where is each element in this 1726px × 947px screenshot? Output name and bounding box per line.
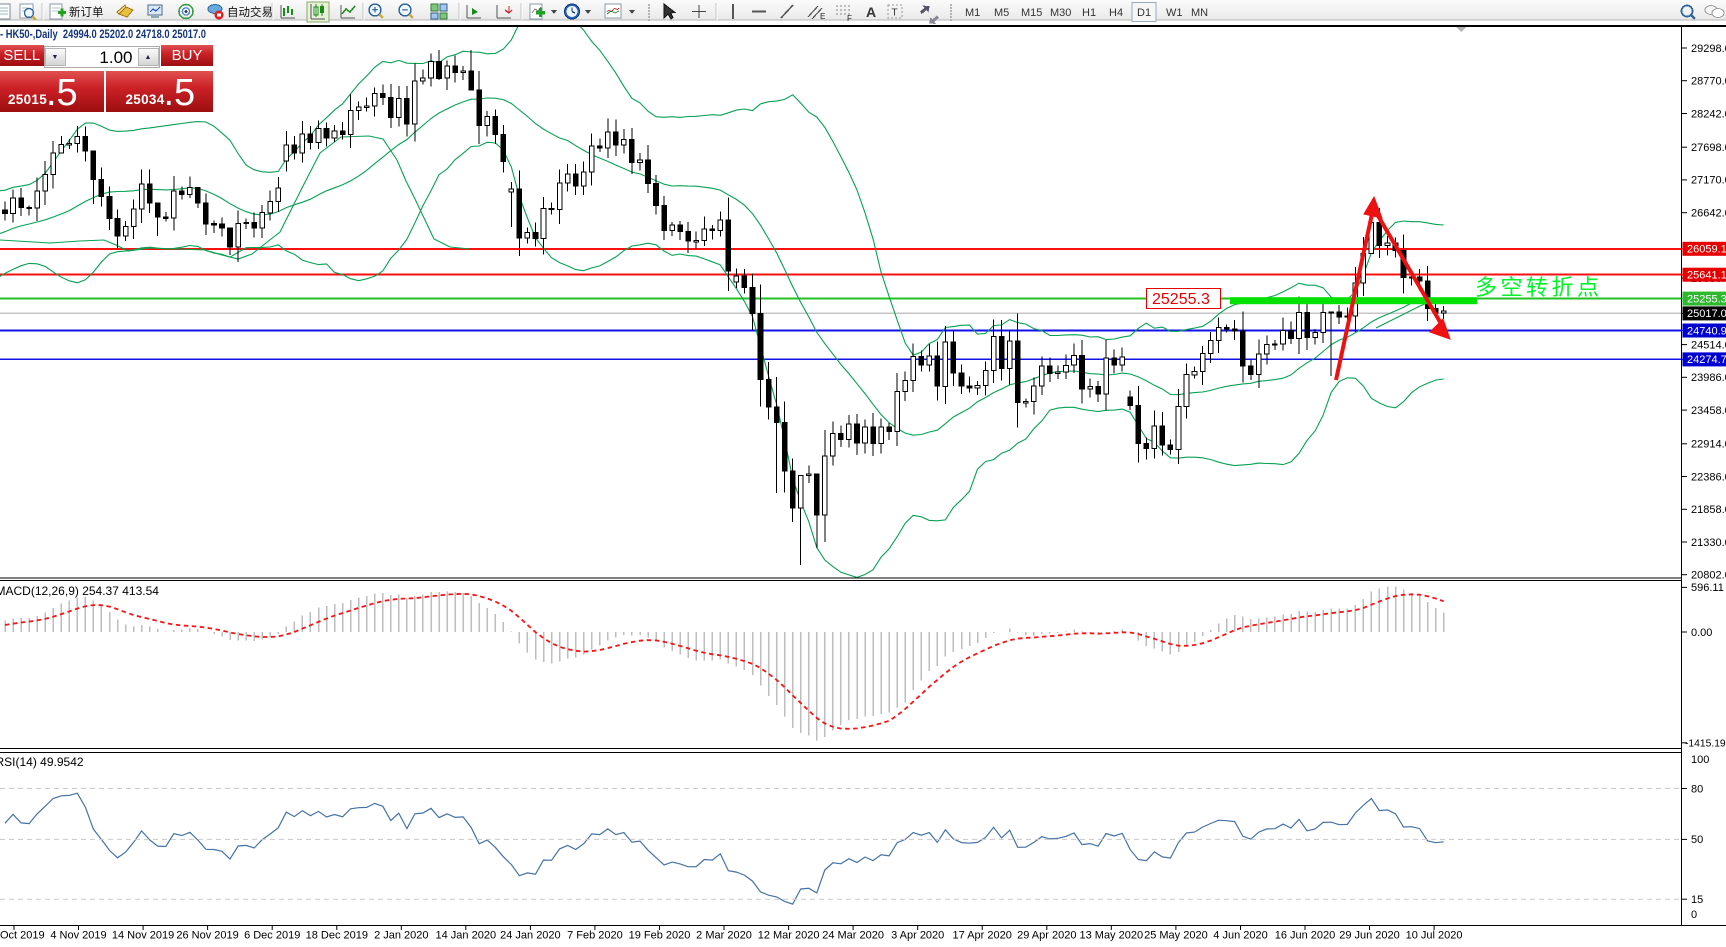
svg-text:19 Feb 2020: 19 Feb 2020 — [629, 930, 691, 942]
svg-text:25255.3: 25255.3 — [1687, 293, 1726, 305]
svg-text:2 Mar 2020: 2 Mar 2020 — [696, 930, 752, 942]
svg-text:2 Jan 2020: 2 Jan 2020 — [374, 930, 428, 942]
svg-text:新订单: 新订单 — [69, 5, 104, 19]
svg-text:24274.7: 24274.7 — [1687, 354, 1726, 366]
svg-text:多空转折点: 多空转折点 — [1475, 275, 1603, 300]
svg-text:24 Mar 2020: 24 Mar 2020 — [822, 930, 884, 942]
svg-text:22914.0: 22914.0 — [1691, 439, 1726, 451]
svg-text:25017.0: 25017.0 — [1687, 308, 1726, 320]
svg-text:T: T — [892, 8, 898, 19]
svg-text:21858.0: 21858.0 — [1691, 504, 1726, 516]
svg-text:20802.0: 20802.0 — [1691, 570, 1726, 582]
svg-text:27698.0: 27698.0 — [1691, 142, 1726, 154]
svg-text:26 Nov 2019: 26 Nov 2019 — [176, 930, 238, 942]
svg-text:25641.1: 25641.1 — [1687, 270, 1726, 282]
svg-text:26059.1: 26059.1 — [1687, 244, 1726, 256]
svg-text:18 Dec 2019: 18 Dec 2019 — [306, 930, 368, 942]
svg-text:A: A — [866, 4, 876, 20]
svg-text:+: + — [372, 5, 378, 17]
svg-text:25 May 2020: 25 May 2020 — [1144, 930, 1208, 942]
svg-text:H1: H1 — [1082, 7, 1096, 19]
svg-text:23458.0: 23458.0 — [1691, 405, 1726, 417]
svg-text:- HK50-,Daily 24994.0 25202.0: - HK50-,Daily 24994.0 25202.0 24718.0 25… — [0, 29, 206, 41]
svg-text:21330.0: 21330.0 — [1691, 537, 1726, 549]
svg-text:14 Nov 2019: 14 Nov 2019 — [112, 930, 174, 942]
svg-text:M30: M30 — [1050, 7, 1071, 19]
svg-text:80: 80 — [1691, 783, 1703, 795]
svg-text:MACD(12,26,9) 254.37 413.54: MACD(12,26,9) 254.37 413.54 — [0, 584, 159, 598]
svg-text:28770.0: 28770.0 — [1691, 76, 1726, 88]
svg-text:E: E — [820, 12, 825, 21]
svg-text:M5: M5 — [994, 7, 1009, 19]
svg-text:7 Feb 2020: 7 Feb 2020 — [567, 930, 623, 942]
svg-text:13 May 2020: 13 May 2020 — [1079, 930, 1143, 942]
svg-text:29298.0: 29298.0 — [1691, 43, 1726, 55]
svg-text:−: − — [402, 5, 408, 17]
svg-text:16 Jun 2020: 16 Jun 2020 — [1275, 930, 1336, 942]
svg-text:12 Mar 2020: 12 Mar 2020 — [758, 930, 820, 942]
svg-text:24740.9: 24740.9 — [1687, 325, 1726, 337]
svg-text:F: F — [847, 14, 852, 23]
svg-text:26642.0: 26642.0 — [1691, 208, 1726, 220]
svg-text:H4: H4 — [1109, 7, 1123, 19]
svg-text:24 Jan 2020: 24 Jan 2020 — [500, 930, 561, 942]
svg-text:0.00: 0.00 — [1691, 627, 1712, 639]
svg-text:29 Apr 2020: 29 Apr 2020 — [1017, 930, 1076, 942]
svg-text:27170.0: 27170.0 — [1691, 175, 1726, 187]
svg-text:24514.0: 24514.0 — [1691, 339, 1726, 351]
svg-text:15: 15 — [1691, 894, 1703, 906]
svg-text:-1415.19: -1415.19 — [1685, 739, 1726, 750]
svg-text:100: 100 — [1691, 754, 1709, 766]
svg-text:D1: D1 — [1137, 7, 1151, 19]
svg-text:6 Dec 2019: 6 Dec 2019 — [244, 930, 300, 942]
svg-text:M15: M15 — [1021, 7, 1042, 19]
svg-text:10 Jul 2020: 10 Jul 2020 — [1406, 930, 1463, 942]
svg-text:RSI(14) 49.9542: RSI(14) 49.9542 — [0, 755, 84, 769]
svg-text:17 Apr 2020: 17 Apr 2020 — [953, 930, 1012, 942]
svg-text:3 Apr 2020: 3 Apr 2020 — [891, 930, 944, 942]
svg-text:4 Jun 2020: 4 Jun 2020 — [1213, 930, 1267, 942]
svg-text:596.11: 596.11 — [1691, 582, 1724, 594]
svg-text:4 Nov 2019: 4 Nov 2019 — [50, 930, 106, 942]
svg-text:28242.0: 28242.0 — [1691, 108, 1726, 120]
svg-text:M1: M1 — [965, 7, 980, 19]
svg-text:50: 50 — [1691, 834, 1703, 846]
svg-text:22386.0: 22386.0 — [1691, 471, 1726, 483]
svg-text:0: 0 — [1691, 909, 1697, 921]
svg-text:14 Jan 2020: 14 Jan 2020 — [436, 930, 497, 942]
svg-text:Oct 2019: Oct 2019 — [0, 930, 45, 942]
svg-text:29 Jun 2020: 29 Jun 2020 — [1339, 930, 1400, 942]
svg-text:W1: W1 — [1166, 7, 1183, 19]
svg-text:MN: MN — [1191, 7, 1208, 19]
svg-text:23986.0: 23986.0 — [1691, 372, 1726, 384]
svg-text:自动交易: 自动交易 — [227, 5, 273, 19]
svg-text:25255.3: 25255.3 — [1152, 291, 1210, 308]
